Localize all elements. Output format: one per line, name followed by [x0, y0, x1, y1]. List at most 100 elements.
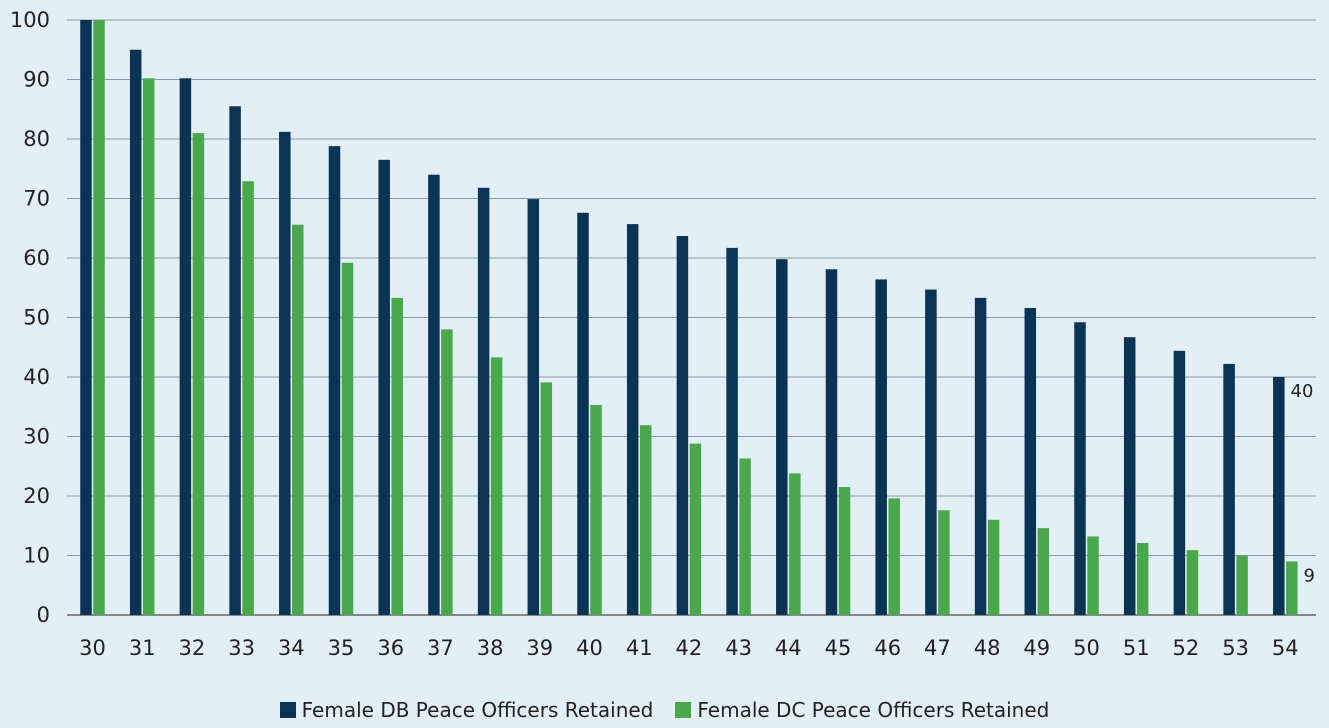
legend-label-db: Female DB Peace Officers Retained — [301, 698, 654, 722]
bar-db — [974, 297, 987, 615]
bar-dc — [93, 20, 105, 615]
bar-db — [626, 224, 639, 615]
bar-db — [527, 199, 540, 615]
bar-db — [875, 279, 887, 615]
y-tick-label: 80 — [23, 127, 50, 151]
data-label: 40 — [1291, 381, 1314, 402]
bar-dc — [490, 357, 503, 615]
legend-label-dc: Female DC Peace Officers Retained — [697, 698, 1050, 722]
x-tick-label: 31 — [129, 636, 156, 660]
bar-db — [328, 146, 341, 615]
x-tick-label: 32 — [179, 636, 206, 660]
x-tick-label: 53 — [1222, 636, 1249, 660]
bar-dc — [441, 329, 453, 615]
x-tick-label: 51 — [1123, 636, 1150, 660]
x-tick-label: 45 — [825, 636, 852, 660]
bar-dc — [1186, 550, 1199, 615]
x-tick-label: 40 — [576, 636, 603, 660]
bar-db — [129, 49, 142, 615]
bar-db — [229, 106, 241, 616]
bar-dc — [1236, 555, 1248, 615]
gridlines — [67, 19, 1316, 616]
y-tick-label: 30 — [23, 425, 50, 449]
bar-db — [1273, 377, 1285, 615]
y-tick-label: 70 — [23, 187, 50, 211]
x-tick-label: 46 — [874, 636, 901, 660]
bar-db — [179, 78, 192, 615]
bar-db — [726, 247, 738, 615]
x-tick-label: 33 — [228, 636, 255, 660]
x-tick-label: 44 — [775, 636, 802, 660]
x-tick-label: 37 — [427, 636, 454, 660]
bar-db — [80, 20, 92, 615]
bar-dc — [739, 458, 751, 615]
x-axis-ticks: 30 31 32 33 34 35 36 37 38 39 40 41 42 43 44 45 46 47 48 49… — [79, 636, 1299, 660]
bar-db — [676, 235, 689, 616]
x-tick-label: 54 — [1272, 636, 1299, 660]
bar-dc — [242, 181, 254, 615]
x-tick-label: 34 — [278, 636, 305, 660]
x-tick-label: 50 — [1073, 636, 1100, 660]
legend: Female DB Peace Officers Retained Female… — [0, 698, 1329, 722]
y-tick-label: 10 — [23, 544, 50, 568]
bar-db — [925, 289, 937, 615]
bar-db — [577, 212, 589, 615]
bar-dc — [689, 443, 702, 615]
x-tick-label: 38 — [477, 636, 504, 660]
bar-dc — [789, 473, 801, 615]
bar-db — [1173, 350, 1186, 615]
bar-dc — [391, 297, 403, 615]
y-tick-label: 0 — [37, 603, 50, 627]
data-labels: 40 9 — [1291, 381, 1315, 586]
y-tick-label: 90 — [23, 68, 50, 92]
y-tick-label: 100 — [10, 8, 50, 32]
x-tick-label: 42 — [676, 636, 703, 660]
y-axis-ticks: 0 10 20 30 40 50 60 70 80 90 100 — [10, 8, 50, 627]
bar-dc — [1286, 561, 1298, 615]
bar-dc — [1136, 543, 1149, 615]
x-tick-label: 30 — [79, 636, 106, 660]
bar-dc — [1087, 536, 1099, 615]
y-tick-label: 50 — [23, 306, 50, 330]
bar-dc — [540, 382, 553, 615]
x-tick-label: 48 — [974, 636, 1001, 660]
bar-db — [1074, 322, 1086, 615]
bar-dc — [292, 224, 304, 615]
y-tick-label: 60 — [23, 246, 50, 270]
bar-db — [1024, 307, 1037, 615]
legend-item-dc: Female DC Peace Officers Retained — [675, 698, 1049, 722]
bar-dc — [838, 487, 851, 615]
bar-db — [776, 259, 788, 615]
bar-dc — [1037, 528, 1050, 615]
legend-swatch-db — [279, 702, 296, 718]
legend-item-db: Female DB Peace Officers Retained — [279, 698, 654, 722]
x-tick-label: 43 — [725, 636, 752, 660]
bar-dc — [590, 404, 602, 615]
x-tick-label: 52 — [1173, 636, 1200, 660]
bar-dc — [192, 133, 205, 616]
x-tick-label: 36 — [377, 636, 404, 660]
bar-db — [428, 174, 440, 615]
x-tick-label: 49 — [1023, 636, 1050, 660]
bars — [80, 20, 1298, 616]
bar-db — [1223, 363, 1235, 615]
bar-db — [279, 131, 291, 616]
bar-dc — [341, 262, 354, 615]
bar-dc — [987, 519, 1000, 615]
bar-db — [1123, 337, 1136, 615]
bar-db — [378, 159, 390, 615]
x-tick-label: 41 — [626, 636, 653, 660]
bar-db — [477, 187, 490, 616]
bar-dc — [639, 425, 652, 615]
bar-dc — [888, 498, 900, 615]
data-label: 9 — [1304, 565, 1315, 586]
y-tick-label: 20 — [23, 484, 50, 508]
x-tick-label: 35 — [328, 636, 355, 660]
bar-dc — [938, 510, 950, 615]
legend-swatch-dc — [675, 702, 692, 718]
x-tick-label: 39 — [526, 636, 553, 660]
bar-db — [825, 269, 838, 615]
y-tick-label: 40 — [23, 365, 50, 389]
bar-dc — [142, 78, 155, 615]
